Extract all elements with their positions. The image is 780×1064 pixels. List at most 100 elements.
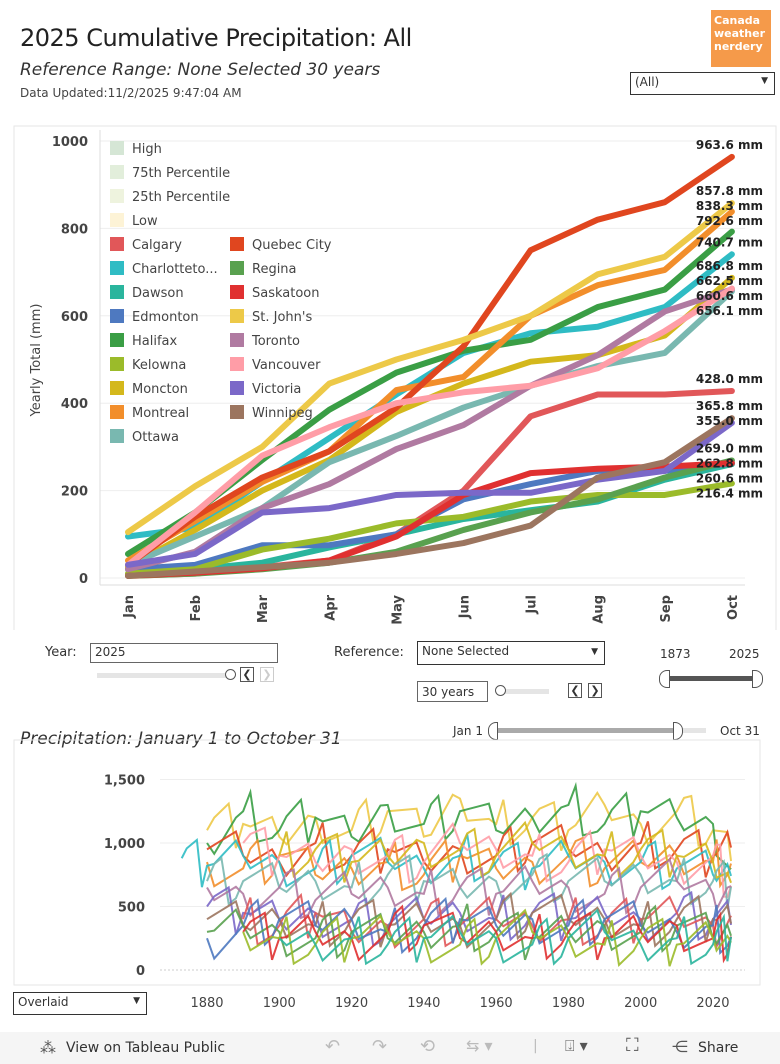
years-input[interactable]: 30 years bbox=[417, 681, 488, 702]
end-value-label: 262.8 mm bbox=[696, 456, 763, 470]
series-line-victoria bbox=[125, 419, 735, 568]
x-tick-label: 1960 bbox=[480, 996, 513, 1011]
cumulative-chart: 0 200 400 600 800 1000 Yearly Total (mm) Jan Feb… bbox=[13, 125, 777, 630]
fullscreen-icon[interactable]: ⛶ bbox=[626, 1035, 639, 1056]
end-value-label: 963.6 mm bbox=[696, 138, 763, 152]
end-value-label: 269.0 mm bbox=[696, 441, 763, 455]
legend-item: 75th Percentile bbox=[132, 166, 230, 181]
legend-swatch bbox=[230, 357, 244, 371]
tableau-icon: ⁂ bbox=[40, 1038, 56, 1057]
legend-swatch bbox=[110, 261, 124, 275]
year-slider[interactable] bbox=[97, 673, 232, 678]
legend-swatch bbox=[110, 141, 124, 155]
legend-swatch bbox=[110, 237, 124, 251]
redo-icon[interactable]: ↷ bbox=[372, 1036, 388, 1057]
legend-swatch bbox=[110, 213, 124, 227]
legend-item: Ottawa bbox=[132, 430, 179, 445]
y-tick-label: 1000 bbox=[52, 135, 88, 150]
date-range-fill bbox=[493, 728, 678, 733]
legend-item: Calgary bbox=[132, 238, 182, 253]
legend-swatch bbox=[110, 429, 124, 443]
reference-subtitle: Reference Range: None Selected 30 years bbox=[20, 60, 381, 80]
legend-swatch bbox=[230, 237, 244, 251]
y-tick-label: 0 bbox=[79, 572, 88, 587]
series-line-st-john-s bbox=[125, 200, 735, 536]
city-filter-dropdown[interactable]: (All) ▼ bbox=[630, 72, 775, 95]
share-button[interactable]: Share bbox=[698, 1040, 739, 1056]
legend-swatch bbox=[230, 405, 244, 419]
x-tick-label: Aug bbox=[592, 595, 607, 624]
data-updated: Data Updated:11/2/2025 9:47:04 AM bbox=[20, 86, 242, 100]
undo-icon[interactable]: ↶ bbox=[325, 1036, 341, 1057]
refresh-icon[interactable]: ⇆ ▾ bbox=[466, 1036, 493, 1055]
year-next-button[interactable]: ❯ bbox=[260, 667, 274, 682]
years-slider-handle[interactable] bbox=[495, 685, 506, 696]
years-next-button[interactable]: ❯ bbox=[588, 683, 602, 698]
legend-swatch bbox=[230, 381, 244, 395]
range-end-handle[interactable] bbox=[752, 670, 763, 688]
legend-item: Saskatoon bbox=[252, 286, 320, 301]
y-tick-label: 400 bbox=[61, 397, 88, 412]
chart-border bbox=[13, 125, 777, 630]
range-start-label: 1873 bbox=[660, 647, 691, 661]
year-range-slider[interactable] bbox=[664, 676, 759, 681]
end-value-label: 792.6 mm bbox=[696, 214, 763, 228]
x-tick-label: 1900 bbox=[263, 996, 296, 1011]
end-value-label: 365.8 mm bbox=[696, 399, 763, 413]
range-start-handle[interactable] bbox=[659, 670, 670, 688]
x-tick-label: May bbox=[390, 594, 405, 624]
y-tick-label: 600 bbox=[61, 310, 88, 325]
series-line-kelowna bbox=[125, 480, 735, 577]
year-slider-handle[interactable] bbox=[225, 669, 236, 680]
y-tick-label: 200 bbox=[61, 485, 88, 500]
y-tick-label: 800 bbox=[61, 222, 88, 237]
legend-item: Charlotteto... bbox=[132, 262, 218, 277]
end-value-label: 260.6 mm bbox=[696, 471, 763, 485]
legend-swatch bbox=[230, 309, 244, 323]
chevron-down-icon: ▼ bbox=[133, 996, 140, 1006]
end-value-label: 656.1 mm bbox=[696, 304, 763, 318]
end-value-label: 355.0 mm bbox=[696, 414, 763, 428]
legend-item: Dawson bbox=[132, 286, 184, 301]
legend-swatch bbox=[110, 165, 124, 179]
year-label: Year: bbox=[45, 645, 77, 660]
y-axis-label: Yearly Total (mm) bbox=[29, 304, 44, 418]
history-line-vancouver bbox=[242, 821, 732, 898]
date-start-label: Jan 1 bbox=[453, 724, 483, 738]
x-tick-label: Oct bbox=[726, 595, 741, 620]
logo[interactable]: Canada weather nerdery bbox=[711, 10, 771, 67]
year-input[interactable]: 2025 bbox=[90, 643, 278, 663]
date-end-label: Oct 31 bbox=[720, 724, 760, 738]
reference-value: None Selected bbox=[422, 644, 510, 658]
legend-item: Quebec City bbox=[252, 238, 332, 253]
years-slider[interactable] bbox=[497, 689, 549, 694]
history-line-ottawa bbox=[206, 852, 733, 909]
legend-swatch bbox=[230, 333, 244, 347]
end-value-label: 428.0 mm bbox=[696, 372, 763, 386]
y-tick-label: 1,500 bbox=[104, 774, 145, 789]
reference-dropdown[interactable]: None Selected ▼ bbox=[417, 641, 605, 665]
reference-label: Reference: bbox=[334, 645, 404, 660]
legend-swatch bbox=[230, 285, 244, 299]
x-tick-label: Jun bbox=[458, 595, 473, 619]
share-icon[interactable]: ⋲ bbox=[672, 1037, 688, 1056]
revert-icon[interactable]: ⟲ bbox=[420, 1036, 436, 1057]
end-value-label: 660.6 mm bbox=[696, 289, 763, 303]
view-mode-dropdown[interactable]: Overlaid ▼ bbox=[13, 992, 147, 1015]
filter-value: (All) bbox=[635, 75, 660, 89]
x-tick-label: Mar bbox=[256, 594, 271, 623]
year-prev-button[interactable]: ❮ bbox=[240, 667, 254, 682]
end-value-label: 216.4 mm bbox=[696, 486, 763, 500]
view-on-tableau-link[interactable]: View on Tableau Public bbox=[66, 1040, 226, 1056]
dashboard-title: 2025 Cumulative Precipitation: All bbox=[20, 24, 412, 52]
legend-item: Halifax bbox=[132, 334, 178, 349]
series-line-quebec-city bbox=[125, 153, 735, 568]
legend-item: Vancouver bbox=[252, 358, 321, 373]
download-icon[interactable]: ⍗ ▾ bbox=[565, 1036, 588, 1055]
legend-item: Kelowna bbox=[132, 358, 186, 373]
legend-item: Moncton bbox=[132, 382, 188, 397]
history-line-saskatoon bbox=[242, 904, 733, 964]
y-tick-label: 0 bbox=[136, 964, 145, 979]
years-prev-button[interactable]: ❮ bbox=[568, 683, 582, 698]
chevron-down-icon: ▼ bbox=[591, 647, 598, 657]
